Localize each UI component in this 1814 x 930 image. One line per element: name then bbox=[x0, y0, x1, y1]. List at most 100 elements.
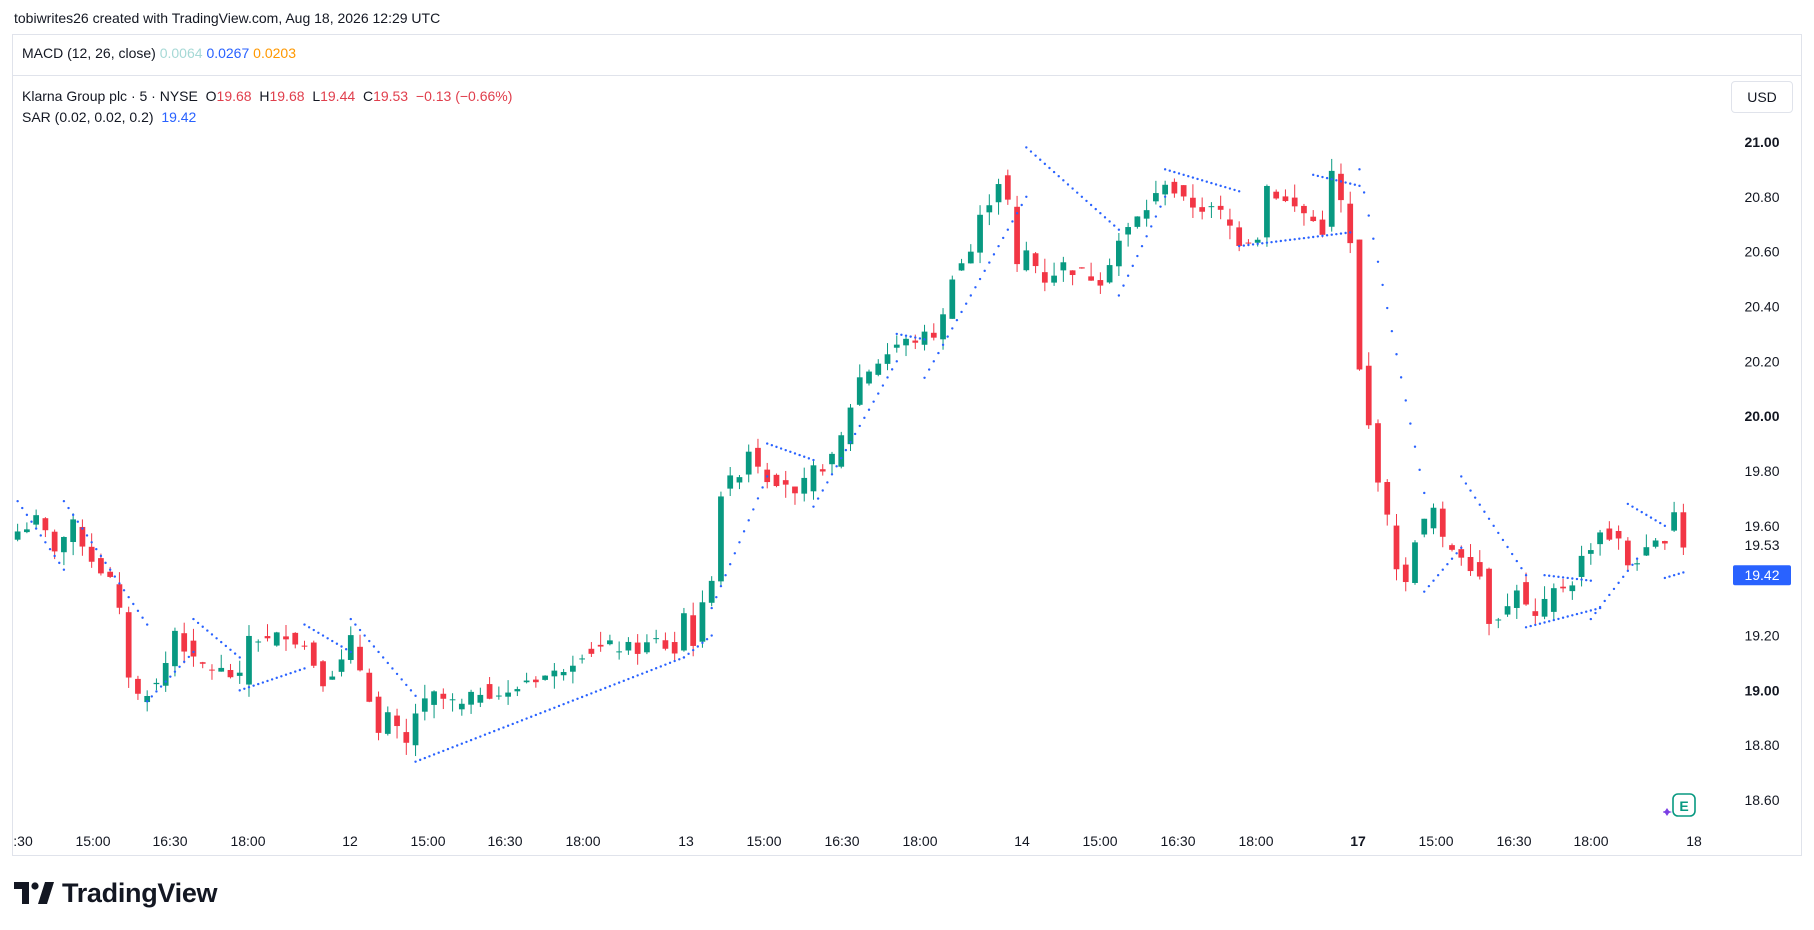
candle-body bbox=[1449, 545, 1455, 550]
sar-dot bbox=[1663, 576, 1667, 580]
sar-dot bbox=[724, 574, 727, 577]
sar-dot bbox=[715, 595, 718, 599]
sar-dot bbox=[1131, 264, 1134, 268]
sar-dot bbox=[261, 681, 265, 684]
sar-dot bbox=[779, 447, 783, 450]
sar-dot bbox=[233, 652, 237, 655]
sar-dot bbox=[132, 602, 135, 606]
sar-dot bbox=[372, 645, 376, 648]
candle-body bbox=[570, 665, 576, 672]
candle-body bbox=[1671, 512, 1677, 531]
candle-body bbox=[107, 571, 114, 577]
candle-body bbox=[1004, 175, 1011, 200]
sar-dot bbox=[784, 448, 787, 452]
sar-dot bbox=[622, 679, 625, 683]
candle-body bbox=[98, 558, 104, 574]
sar-dot bbox=[1043, 162, 1047, 166]
sar-dot bbox=[1362, 191, 1366, 194]
sar-dot bbox=[136, 609, 140, 613]
sar-dot bbox=[381, 656, 385, 659]
sar-dot bbox=[941, 343, 945, 347]
sar-dot bbox=[1265, 241, 1269, 244]
sar-dot bbox=[1196, 177, 1199, 181]
sar-dot bbox=[1543, 621, 1546, 624]
sar-dot bbox=[747, 519, 750, 522]
sar-dot bbox=[76, 520, 79, 523]
candle-body bbox=[1153, 193, 1159, 202]
sar-dot bbox=[238, 689, 241, 692]
candle-body bbox=[1430, 507, 1437, 529]
sar-dot bbox=[812, 505, 815, 508]
sar-dot bbox=[710, 606, 713, 610]
sar-dot bbox=[469, 738, 473, 742]
high-label: H bbox=[259, 88, 270, 104]
sar-dot bbox=[1663, 524, 1667, 528]
tradingview-logo-icon bbox=[14, 882, 54, 904]
sar-dot bbox=[423, 756, 427, 760]
candle-body bbox=[24, 529, 30, 533]
tradingview-wordmark: TradingView bbox=[62, 877, 218, 908]
candle-body bbox=[1421, 518, 1428, 535]
sar-dot bbox=[1571, 614, 1574, 617]
sar-dot bbox=[224, 644, 228, 648]
sar-dot bbox=[826, 481, 829, 484]
candle-body bbox=[1134, 216, 1141, 227]
sar-dot bbox=[1381, 283, 1384, 287]
sar-dot bbox=[1561, 576, 1565, 579]
sar-dot bbox=[872, 400, 875, 403]
sar-dot bbox=[1279, 239, 1283, 243]
candle-body bbox=[1338, 173, 1344, 201]
candle-body bbox=[1523, 582, 1529, 605]
sar-dot bbox=[701, 641, 704, 645]
sar-dot bbox=[969, 294, 973, 297]
sar-dot bbox=[1011, 220, 1014, 223]
sar-dot bbox=[890, 368, 894, 371]
sar-dot bbox=[30, 520, 33, 523]
sar-dot bbox=[1020, 203, 1023, 207]
candle-body bbox=[782, 480, 789, 485]
sar-dot bbox=[1506, 545, 1509, 549]
sar-dot bbox=[691, 648, 695, 652]
sar-price-tag-label: 19.42 bbox=[1744, 567, 1779, 583]
sar-dot bbox=[270, 678, 274, 681]
candle-body bbox=[347, 635, 354, 660]
sar-dot bbox=[1598, 605, 1602, 609]
candle-body bbox=[653, 638, 660, 640]
sar-dot bbox=[1080, 195, 1084, 198]
earnings-e-icon[interactable]: E bbox=[1663, 791, 1697, 821]
sar-dot bbox=[1335, 232, 1338, 236]
sar-dot bbox=[1455, 552, 1458, 555]
x-tick-label: 16:30 bbox=[487, 833, 522, 849]
sar-dot bbox=[1145, 235, 1148, 238]
sar-dot bbox=[1089, 203, 1093, 207]
sar-dot bbox=[502, 726, 505, 729]
candle-body bbox=[1513, 590, 1520, 608]
sar-dot bbox=[1390, 329, 1394, 333]
sar-dot bbox=[548, 708, 551, 711]
sar-dot bbox=[1645, 513, 1648, 517]
candle-body bbox=[162, 663, 169, 686]
y-tick-label: 21.00 bbox=[1744, 134, 1779, 150]
sar-dot bbox=[141, 616, 144, 619]
sar-dot bbox=[1460, 546, 1463, 549]
sar-dot bbox=[1575, 612, 1579, 616]
sar-dot bbox=[1640, 510, 1643, 514]
sar-dot bbox=[904, 334, 908, 337]
chart-frame bbox=[12, 34, 1802, 856]
sar-dot bbox=[493, 729, 496, 733]
sar-dot bbox=[243, 687, 246, 691]
candle-body bbox=[273, 632, 280, 646]
currency-button[interactable]: USD bbox=[1731, 81, 1793, 113]
price-legend[interactable]: Klarna Group plc · 5 · NYSE O19.68 H19.6… bbox=[22, 86, 512, 128]
sar-dot bbox=[405, 683, 408, 687]
candle-body bbox=[375, 696, 382, 733]
tradingview-logo[interactable]: TradingView bbox=[14, 877, 218, 908]
sar-dot bbox=[1589, 609, 1593, 612]
sar-dot bbox=[1672, 574, 1676, 577]
sar-dot bbox=[960, 310, 963, 314]
sar-dot bbox=[1085, 199, 1088, 203]
macd-legend[interactable]: MACD (12, 26, close) 0.0064 0.0267 0.020… bbox=[22, 45, 296, 61]
x-tick-label: 18:00 bbox=[1573, 833, 1608, 849]
sar-dot bbox=[354, 623, 357, 626]
